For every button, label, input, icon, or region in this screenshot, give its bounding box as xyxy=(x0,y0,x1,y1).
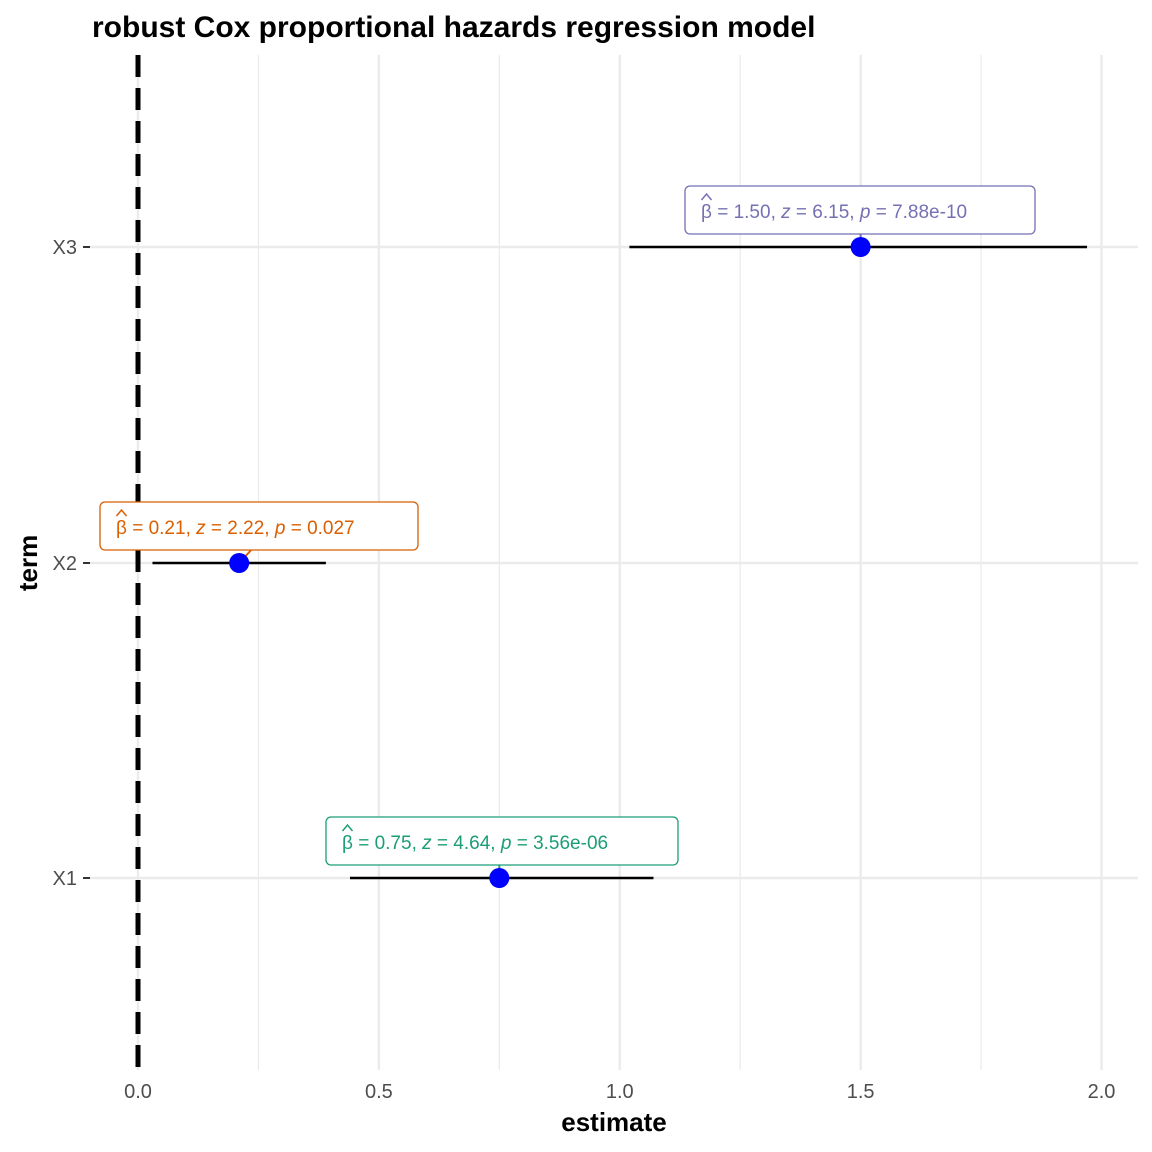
chart-title: robust Cox proportional hazards regressi… xyxy=(92,11,815,44)
label-box xyxy=(684,185,1036,235)
x-tick-label: 1.0 xyxy=(606,1081,634,1103)
beta-hat xyxy=(700,192,713,201)
point-estimate xyxy=(229,553,250,573)
x-axis-title: estimate xyxy=(561,1107,667,1137)
point-estimate xyxy=(850,237,871,257)
term-x3: β = 1.50, z = 6.15, p = 7.88e-10 xyxy=(629,185,1088,257)
beta-hat xyxy=(115,508,128,517)
point-estimate xyxy=(489,868,510,888)
data-marks: β = 0.75, z = 4.64, p = 3.56e-06 β = 0.21… xyxy=(99,185,1088,888)
label-box xyxy=(325,816,679,866)
x-tick-label: 0.0 xyxy=(124,1081,152,1103)
x-tick-label: 2.0 xyxy=(1088,1081,1116,1103)
term-x1: β = 0.75, z = 4.64, p = 3.56e-06 xyxy=(325,816,679,888)
y-axis-title: term xyxy=(13,535,43,591)
y-axis-ticks: X1 X2 X3 xyxy=(53,237,90,890)
stat-label: β = 0.21, z = 2.22, p = 0.027 xyxy=(116,518,355,539)
label-box xyxy=(99,501,419,551)
y-tick-label: X2 xyxy=(53,553,77,575)
stat-label: β = 1.50, z = 6.15, p = 7.88e-10 xyxy=(701,202,967,223)
x-tick-label: 1.5 xyxy=(847,1081,875,1103)
term-x2: β = 0.21, z = 2.22, p = 0.027 xyxy=(99,501,419,573)
x-axis-ticks: 0.0 0.5 1.0 1.5 2.0 xyxy=(124,1081,1115,1103)
y-tick-label: X1 xyxy=(53,868,77,890)
x-tick-label: 0.5 xyxy=(365,1081,393,1103)
beta-hat xyxy=(341,823,354,832)
y-tick-label: X3 xyxy=(53,237,77,259)
stat-label: β = 0.75, z = 4.64, p = 3.56e-06 xyxy=(342,833,608,854)
